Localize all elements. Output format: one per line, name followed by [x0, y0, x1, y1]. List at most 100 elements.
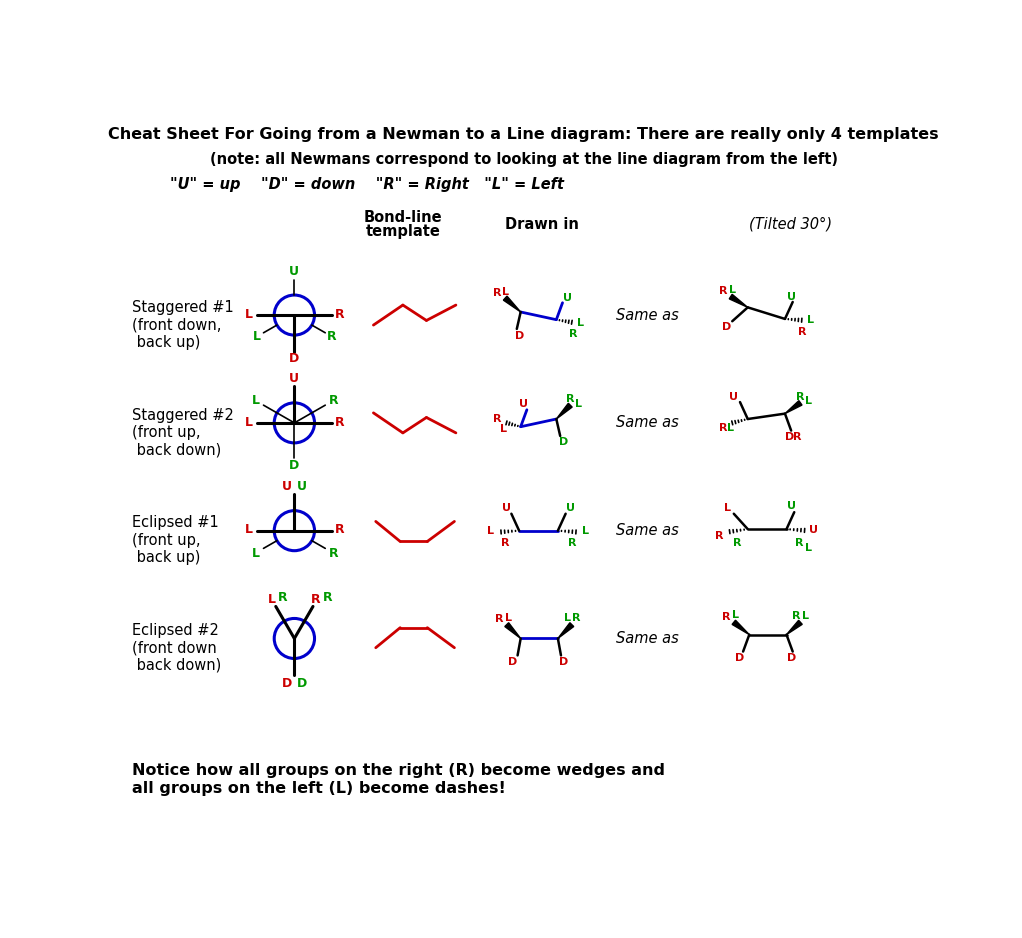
- Text: L: L: [502, 287, 509, 297]
- Text: R: R: [335, 308, 344, 321]
- Text: R: R: [796, 392, 804, 401]
- Text: R: R: [569, 328, 577, 339]
- Text: L: L: [505, 613, 512, 624]
- Text: R: R: [733, 538, 741, 548]
- Text: R: R: [501, 538, 509, 548]
- Text: D: D: [514, 331, 523, 340]
- Text: Staggered #1: Staggered #1: [132, 300, 233, 315]
- Text: U: U: [502, 504, 511, 513]
- Text: D: D: [289, 460, 299, 473]
- Text: L: L: [268, 593, 276, 606]
- Text: D: D: [787, 653, 796, 663]
- Text: R: R: [323, 591, 333, 604]
- Text: R: R: [718, 423, 728, 433]
- Text: L: L: [252, 330, 261, 343]
- Text: R: R: [328, 547, 338, 559]
- Text: Notice how all groups on the right (R) become wedges and
all groups on the left : Notice how all groups on the right (R) b…: [132, 764, 664, 795]
- Text: Same as: Same as: [615, 523, 679, 538]
- Text: template: template: [366, 224, 440, 239]
- Text: D: D: [785, 431, 794, 442]
- Polygon shape: [558, 623, 573, 639]
- Text: L: L: [804, 542, 811, 552]
- Text: R: R: [327, 330, 337, 343]
- Text: (front down: (front down: [132, 641, 217, 656]
- Text: U: U: [566, 504, 574, 513]
- Text: back up): back up): [132, 550, 200, 565]
- Text: U: U: [289, 265, 299, 279]
- Text: R: R: [722, 612, 731, 622]
- Text: L: L: [500, 424, 507, 434]
- Text: L: L: [807, 314, 815, 325]
- Text: R: R: [494, 288, 502, 297]
- Text: Cheat Sheet For Going from a Newman to a Line diagram: There are really only 4 t: Cheat Sheet For Going from a Newman to a…: [108, 127, 939, 142]
- Text: D: D: [559, 657, 568, 667]
- Text: Eclipsed #1: Eclipsed #1: [132, 516, 219, 531]
- Polygon shape: [505, 623, 520, 639]
- Text: U: U: [519, 399, 528, 409]
- Text: (front up,: (front up,: [132, 533, 200, 548]
- Text: L: L: [244, 523, 252, 537]
- Text: back down): back down): [132, 443, 221, 458]
- Text: R: R: [572, 613, 580, 624]
- Text: R: R: [496, 614, 504, 624]
- Text: Staggered #2: Staggered #2: [132, 408, 233, 423]
- Text: Eclipsed #2: Eclipsed #2: [132, 623, 219, 638]
- Text: (front down,: (front down,: [132, 318, 221, 333]
- Text: R: R: [328, 394, 338, 407]
- Text: U: U: [809, 525, 819, 535]
- Text: L: L: [729, 284, 736, 295]
- Text: Same as: Same as: [615, 631, 679, 646]
- Polygon shape: [730, 295, 748, 308]
- Text: R: R: [278, 591, 287, 604]
- Text: L: L: [583, 526, 590, 537]
- Text: back down): back down): [132, 658, 221, 673]
- Text: L: L: [732, 611, 739, 620]
- Text: D: D: [281, 676, 291, 689]
- Text: R: R: [335, 523, 344, 537]
- Text: R: R: [567, 538, 576, 548]
- Text: L: L: [725, 504, 731, 513]
- Text: D: D: [736, 653, 745, 663]
- Text: back up): back up): [132, 335, 200, 350]
- Text: L: L: [564, 613, 570, 624]
- Text: D: D: [723, 322, 732, 332]
- Text: R: R: [792, 612, 800, 621]
- Text: D: D: [297, 676, 308, 689]
- Text: L: L: [244, 416, 252, 429]
- Text: L: L: [244, 308, 252, 321]
- Polygon shape: [785, 401, 802, 414]
- Text: L: L: [251, 394, 260, 407]
- Text: Bond-line: Bond-line: [364, 210, 443, 225]
- Polygon shape: [504, 296, 520, 312]
- Text: R: R: [494, 414, 502, 424]
- Text: L: L: [728, 423, 734, 433]
- Text: R: R: [718, 286, 728, 296]
- Text: Same as: Same as: [615, 308, 679, 323]
- Text: R: R: [311, 593, 321, 606]
- Text: Same as: Same as: [615, 416, 679, 431]
- Text: U: U: [787, 501, 796, 511]
- Polygon shape: [787, 620, 802, 635]
- Text: R: R: [795, 538, 803, 548]
- Text: D: D: [289, 352, 299, 365]
- Text: U: U: [289, 372, 299, 386]
- Text: (note: all Newmans correspond to looking at the line diagram from the left): (note: all Newmans correspond to looking…: [210, 152, 838, 167]
- Text: "U" = up    "D" = down    "R" = Right   "L" = Left: "U" = up "D" = down "R" = Right "L" = Le…: [171, 177, 564, 192]
- Text: D: D: [559, 437, 568, 447]
- Text: U: U: [282, 479, 291, 492]
- Text: R: R: [714, 531, 724, 541]
- Text: L: L: [574, 400, 582, 409]
- Text: U: U: [787, 292, 796, 302]
- Text: L: L: [251, 547, 260, 559]
- Text: D: D: [508, 657, 517, 667]
- Text: U: U: [730, 392, 738, 401]
- Text: Drawn in: Drawn in: [506, 217, 579, 232]
- Text: L: L: [801, 612, 808, 621]
- Text: L: L: [804, 397, 811, 406]
- Text: R: R: [335, 416, 344, 429]
- Polygon shape: [732, 620, 749, 635]
- Text: U: U: [563, 294, 571, 303]
- Text: R: R: [798, 327, 806, 337]
- Text: L: L: [486, 526, 494, 537]
- Polygon shape: [556, 403, 572, 419]
